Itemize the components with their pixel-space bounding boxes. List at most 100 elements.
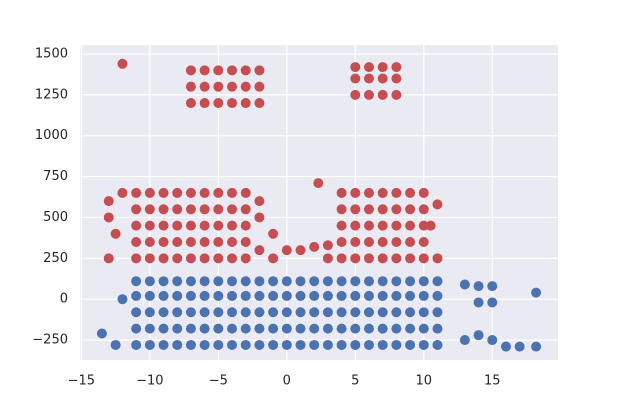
point	[295, 307, 306, 318]
point	[268, 290, 279, 301]
point	[391, 220, 402, 231]
point	[336, 220, 347, 231]
point	[144, 290, 155, 301]
point	[227, 339, 238, 350]
point	[227, 81, 238, 92]
y-tick-label: −250	[32, 333, 68, 348]
point	[432, 199, 443, 210]
point	[158, 204, 169, 215]
point	[350, 89, 361, 100]
point	[268, 276, 279, 287]
point	[377, 339, 388, 350]
point	[213, 187, 224, 198]
point	[96, 328, 107, 339]
point	[322, 307, 333, 318]
point	[131, 236, 142, 247]
point	[158, 276, 169, 287]
point	[185, 339, 196, 350]
point	[144, 220, 155, 231]
point	[309, 307, 320, 318]
point	[336, 204, 347, 215]
point	[227, 236, 238, 247]
point	[144, 307, 155, 318]
point	[131, 220, 142, 231]
point	[377, 236, 388, 247]
point	[391, 339, 402, 350]
point	[185, 65, 196, 76]
point	[213, 253, 224, 264]
point	[185, 236, 196, 247]
point	[213, 98, 224, 109]
point	[240, 276, 251, 287]
point	[172, 236, 183, 247]
point	[377, 204, 388, 215]
point	[336, 307, 347, 318]
point	[295, 245, 306, 256]
point	[158, 220, 169, 231]
point	[213, 236, 224, 247]
point	[322, 240, 333, 251]
point	[281, 307, 292, 318]
y-tick-label: 500	[43, 210, 68, 225]
point	[227, 276, 238, 287]
point	[281, 276, 292, 287]
point	[158, 323, 169, 334]
point	[172, 204, 183, 215]
point	[268, 323, 279, 334]
point	[363, 236, 374, 247]
point	[336, 290, 347, 301]
point	[459, 335, 470, 346]
point	[227, 65, 238, 76]
point	[227, 204, 238, 215]
point	[377, 323, 388, 334]
point	[131, 290, 142, 301]
point	[117, 294, 128, 305]
point	[254, 245, 265, 256]
point	[144, 276, 155, 287]
point	[227, 307, 238, 318]
point	[240, 98, 251, 109]
point	[432, 339, 443, 350]
point	[131, 253, 142, 264]
point	[377, 276, 388, 287]
point	[295, 276, 306, 287]
point	[363, 290, 374, 301]
point	[240, 339, 251, 350]
point	[322, 253, 333, 264]
point	[199, 290, 210, 301]
point	[172, 253, 183, 264]
point	[531, 341, 542, 352]
y-tick-label: 250	[43, 251, 68, 266]
point	[158, 253, 169, 264]
point	[185, 204, 196, 215]
point	[199, 339, 210, 350]
point	[213, 323, 224, 334]
point	[405, 276, 416, 287]
point	[309, 276, 320, 287]
point	[473, 281, 484, 292]
point	[377, 290, 388, 301]
point	[131, 276, 142, 287]
point	[227, 187, 238, 198]
point	[144, 236, 155, 247]
point	[213, 204, 224, 215]
point	[432, 307, 443, 318]
point	[322, 290, 333, 301]
point	[213, 307, 224, 318]
point	[377, 220, 388, 231]
point	[199, 220, 210, 231]
point	[185, 187, 196, 198]
point	[363, 253, 374, 264]
point	[240, 187, 251, 198]
point	[418, 290, 429, 301]
point	[199, 236, 210, 247]
point	[377, 187, 388, 198]
point	[158, 307, 169, 318]
y-tick-label: 1250	[35, 87, 68, 102]
point	[418, 236, 429, 247]
point	[158, 187, 169, 198]
point	[172, 339, 183, 350]
point	[432, 323, 443, 334]
point	[185, 253, 196, 264]
plot-area	[80, 45, 558, 360]
